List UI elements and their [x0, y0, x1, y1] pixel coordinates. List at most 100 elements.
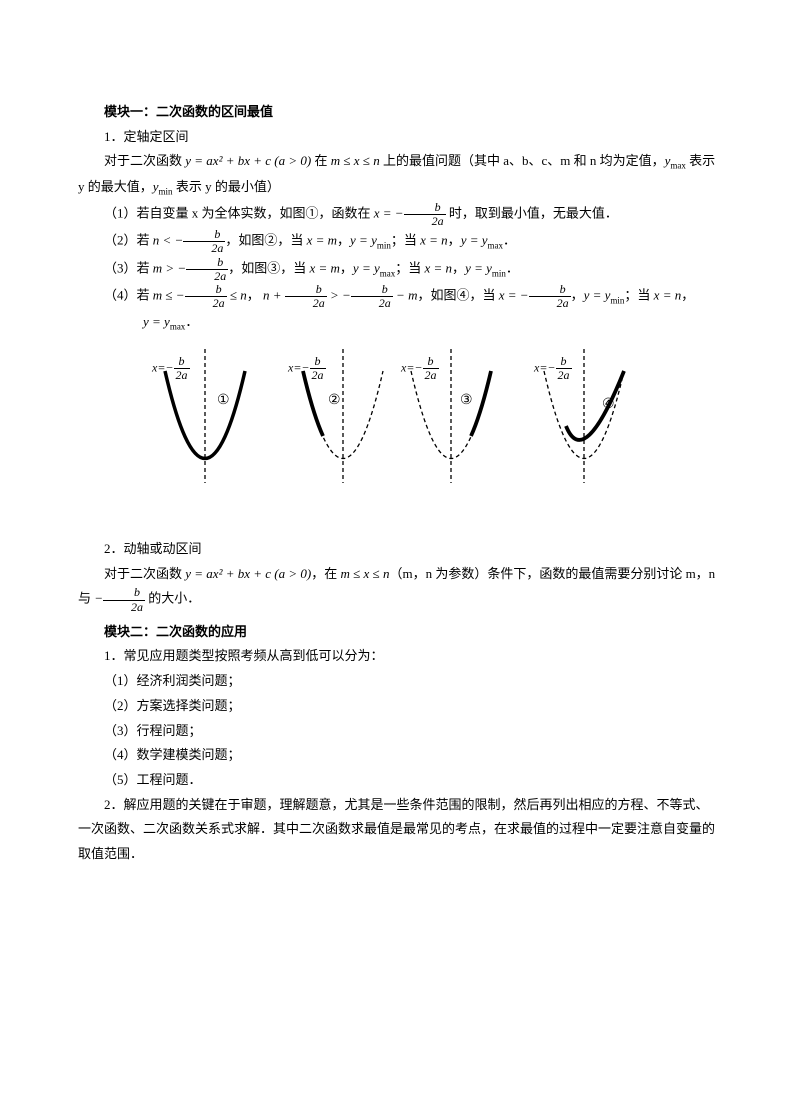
case4-line2: y = ymax．: [78, 310, 716, 336]
case2-sub1: min: [377, 240, 391, 250]
case2-d: ，: [337, 233, 350, 248]
case3-cond: m > −: [153, 260, 186, 275]
frac-b-2a-2: b2a: [183, 228, 225, 255]
intro-c: 上的最值问题（其中 a、b、c、m 和 n 均为定值，: [380, 153, 665, 168]
case1-a: （1）若自变量 x 为全体实数，如图①，函数在: [104, 205, 374, 220]
circled-4: ④: [602, 397, 615, 412]
frac-b-2a-4d: b2a: [529, 283, 571, 310]
ymax-sub: max: [670, 161, 686, 171]
frac-b-2a-4b: b2a: [285, 283, 327, 310]
fig1-label: x=−b2a: [152, 355, 202, 382]
case2-sub2: max: [488, 240, 504, 250]
case4-cond1s: ≤ n: [227, 288, 247, 303]
intro-range: m ≤ x ≤ n: [331, 153, 380, 168]
circled-2: ②: [328, 393, 341, 408]
m2-item-3: （3）行程问题；: [78, 719, 716, 744]
intro-a: 对于二次函数: [104, 153, 185, 168]
case4-f: ；当: [624, 288, 653, 303]
fig2-label: x=−b2a: [288, 355, 338, 382]
case3-sub1: max: [380, 268, 396, 278]
case4-cond2m: > −: [327, 288, 351, 303]
ymin-sub: min: [159, 187, 173, 197]
sub2-prefix: −: [94, 591, 103, 606]
m2-item-5: （5）工程问题．: [78, 768, 716, 793]
sub2-b: ，在: [311, 566, 340, 581]
case4-j: ．: [185, 314, 198, 329]
case3-j: ．: [506, 260, 519, 275]
case4-h: ，: [681, 288, 694, 303]
sub2-range: m ≤ x ≤ n: [341, 566, 390, 581]
case3-d: ，: [340, 260, 353, 275]
m2-item-4: （4）数学建模类问题；: [78, 743, 716, 768]
case1: （1）若自变量 x 为全体实数，如图①，函数在 x = −b2a 时，取到最小值…: [78, 201, 716, 228]
sub2-content: 对于二次函数 y = ax² + bx + c (a > 0)，在 m ≤ x …: [78, 562, 716, 614]
case4-a: （4）若: [104, 288, 153, 303]
case3-i: y = y: [465, 260, 492, 275]
m2-item-2: （2）方案选择类问题；: [78, 694, 716, 719]
figure-3: ③ x=−b2a: [406, 346, 516, 522]
case3-h: ，: [452, 260, 465, 275]
m2-p2: 2．解应用题的关键在于审题，理解题意，尤其是一些条件范围的限制，然后再列出相应的…: [78, 793, 716, 867]
case2-i: y = y: [461, 233, 488, 248]
case3-c: x = m: [309, 260, 339, 275]
case1-b: 时，取到最小值，无最大值．: [446, 205, 618, 220]
case2-g: x = n: [420, 233, 448, 248]
frac-b-2a-3: b2a: [186, 256, 228, 283]
module1-title: 模块一：二次函数的区间最值: [78, 100, 716, 125]
circled-1: ①: [217, 393, 230, 408]
case4-sub1: min: [610, 295, 624, 305]
case3-b: ，如图③，当: [228, 260, 309, 275]
case3: （3）若 m > −b2a，如图③，当 x = m，y = ymax；当 x =…: [78, 256, 716, 283]
sub1-title: 1．定轴定区间: [78, 125, 716, 150]
intro-b: 在: [311, 153, 331, 168]
figure-2: ② x=−b2a: [278, 346, 388, 522]
case4-cond2p: n +: [263, 288, 285, 303]
figure-row: ① x=−b2a ② x=−b2a ③: [78, 346, 716, 522]
sub2-title: 2．动轴或动区间: [78, 537, 716, 562]
frac-b-2a-1: b2a: [404, 201, 446, 228]
case2-e: y = y: [350, 233, 377, 248]
frac-b-2a-4a: b2a: [185, 283, 227, 310]
case3-a: （3）若: [104, 260, 153, 275]
fig3-label: x=−b2a: [401, 355, 451, 382]
case3-f: ；当: [395, 260, 424, 275]
case2: （2）若 n < −b2a，如图②，当 x = m，y = ymin；当 x =…: [78, 228, 716, 255]
case4-cx: x = −: [499, 288, 529, 303]
case3-g: x = n: [425, 260, 453, 275]
circled-3: ③: [460, 393, 473, 408]
case4-sep: ，: [247, 288, 260, 303]
sub2-eq: y = ax² + bx + c (a > 0): [185, 566, 311, 581]
sub2-d: 的大小．: [145, 591, 200, 606]
intro-e: 表示 y 的最小值）: [173, 179, 280, 194]
intro-line: 对于二次函数 y = ax² + bx + c (a > 0) 在 m ≤ x …: [78, 149, 716, 200]
case4-cond1p: m ≤ −: [153, 288, 185, 303]
fig4-label: x=−b2a: [534, 355, 584, 382]
frac-b-2a-5: b2a: [103, 586, 145, 613]
case2-h: ，: [448, 233, 461, 248]
sub2-a: 对于二次函数: [104, 566, 185, 581]
case2-j: ．: [503, 233, 516, 248]
m2-p1: 1．常见应用题类型按照考频从高到低可以分为：: [78, 644, 716, 669]
case4-e: y = y: [584, 288, 611, 303]
case4-g: x = n: [654, 288, 682, 303]
case2-c: x = m: [307, 233, 337, 248]
intro-eq: y = ax² + bx + c (a > 0): [185, 153, 311, 168]
case4-l2: y = y: [143, 314, 170, 329]
module2-title: 模块二：二次函数的应用: [78, 620, 716, 645]
case1-x: x = −: [374, 205, 404, 220]
case3-e: y = y: [353, 260, 380, 275]
figure-4: ④ x=−b2a: [534, 346, 644, 522]
case2-a: （2）若: [104, 233, 153, 248]
case4-b: ，如图④，当: [417, 288, 498, 303]
figure-1: ① x=−b2a: [150, 346, 260, 522]
case2-cond: n < −: [153, 233, 184, 248]
m2-item-1: （1）经济利润类问题；: [78, 669, 716, 694]
case3-sub2: min: [492, 268, 506, 278]
page-content: 模块一：二次函数的区间最值 1．定轴定区间 对于二次函数 y = ax² + b…: [0, 0, 794, 927]
frac-b-2a-4c: b2a: [351, 283, 393, 310]
case2-b: ，如图②，当: [225, 233, 306, 248]
case2-f: ；当: [391, 233, 420, 248]
case4-d: ，: [571, 288, 584, 303]
case4-cond2s: − m: [393, 288, 418, 303]
case4-sub2: max: [170, 322, 186, 332]
